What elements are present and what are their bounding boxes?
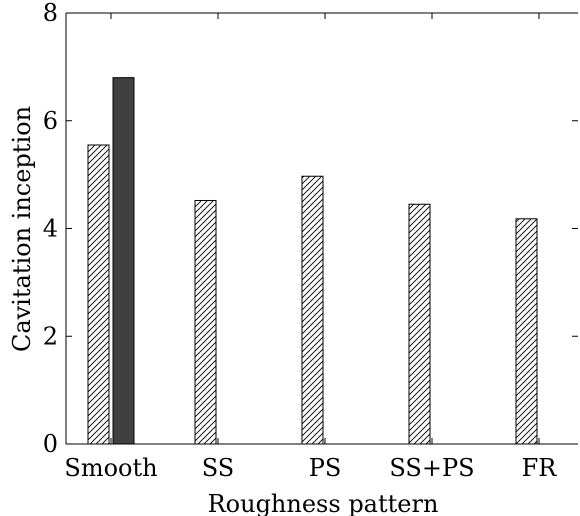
bar-solid — [112, 77, 135, 445]
y-tick-label: 2 — [43, 322, 58, 350]
bar-hatched — [515, 218, 538, 445]
x-tick-label: PS — [309, 454, 342, 482]
y-tick-label: 8 — [43, 0, 58, 27]
x-tick-label: Smooth — [64, 454, 157, 482]
x-tick-label: SS — [202, 454, 234, 482]
x-tick-label: SS+PS — [389, 454, 474, 482]
y-tick-label: 4 — [43, 215, 58, 243]
bar-hatched — [194, 199, 217, 445]
y-tick-label: 6 — [43, 107, 58, 135]
y-axis-label: Cavitation inception — [8, 106, 36, 352]
bar-hatched — [301, 175, 324, 445]
bar-hatched — [87, 144, 110, 445]
plot-area: 0 2 4 6 8 Smooth SS PS SS+PS FR — [43, 0, 578, 482]
y-tick-label: 0 — [43, 430, 58, 458]
x-tick-label: FR — [522, 454, 558, 482]
bar-hatched — [408, 203, 431, 445]
x-axis-label: Roughness pattern — [208, 490, 439, 516]
